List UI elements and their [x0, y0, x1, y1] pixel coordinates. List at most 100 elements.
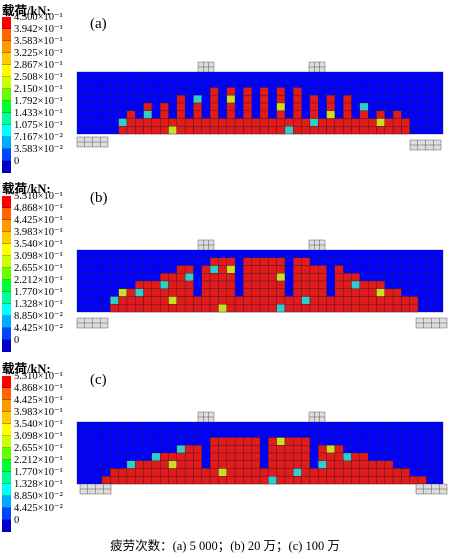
- damaged-element: [251, 476, 261, 485]
- damaged-element: [110, 468, 119, 477]
- damaged-element: [251, 452, 261, 461]
- legend-swatch: [2, 520, 11, 532]
- damaged-element: [367, 476, 377, 485]
- damaged-element: [218, 265, 227, 274]
- damaged-element: [384, 304, 394, 313]
- damaged-element: [243, 445, 252, 454]
- damaged-element: [359, 110, 369, 119]
- damaged-element: [193, 468, 202, 477]
- damaged-element: [151, 280, 161, 289]
- legend-colorbar: [2, 376, 11, 532]
- damaged-element: [359, 118, 369, 127]
- damaged-element: [284, 468, 294, 477]
- damaged-element: [351, 273, 360, 282]
- damaged-element: [301, 273, 311, 282]
- damaged-element: [268, 304, 277, 313]
- damaged-element: [301, 126, 311, 135]
- legend-swatch: [2, 508, 11, 520]
- legend-level-label: 4.425×10⁻¹: [14, 395, 63, 406]
- damaged-element: [268, 280, 277, 289]
- damaged-element: [309, 296, 319, 305]
- damaged-element: [209, 87, 219, 96]
- damaged-element: [343, 304, 352, 313]
- damaged-element: [326, 476, 336, 485]
- damaged-element: [135, 118, 144, 127]
- damaged-element: [243, 452, 252, 461]
- damaged-element: [143, 460, 153, 469]
- damaged-element: [184, 126, 194, 135]
- damaged-element: [118, 476, 128, 485]
- damaged-element: [201, 476, 211, 485]
- damaged-element: [160, 468, 169, 477]
- damaged-element: [143, 304, 153, 313]
- damaged-element: [334, 476, 344, 485]
- damaged-element: [309, 273, 319, 282]
- damaged-element: [160, 102, 169, 111]
- legend-swatch: [2, 208, 11, 220]
- legend-swatch: [2, 316, 11, 328]
- damaged-element: [301, 118, 311, 127]
- damaged-element: [176, 452, 186, 461]
- damaged-element: [276, 437, 286, 446]
- damaged-element: [284, 476, 294, 485]
- legend-swatch: [2, 268, 11, 280]
- damaged-element: [218, 304, 227, 313]
- legend-level-label: 0: [14, 335, 20, 346]
- support-right: [415, 317, 448, 329]
- damaged-element: [251, 288, 261, 297]
- damaged-element: [334, 288, 344, 297]
- damaged-element: [276, 273, 286, 282]
- damaged-element: [392, 468, 402, 477]
- damaged-element: [376, 118, 385, 127]
- damaged-element: [384, 118, 394, 127]
- legend-level-label: 4.868×10⁻¹: [14, 383, 63, 394]
- damaged-element: [293, 468, 302, 477]
- damaged-element: [293, 95, 302, 104]
- damaged-element: [251, 460, 261, 469]
- damaged-element: [226, 296, 236, 305]
- damaged-element: [259, 126, 269, 135]
- damaged-element: [259, 102, 269, 111]
- damaged-element: [301, 265, 311, 274]
- damaged-element: [318, 296, 327, 305]
- damaged-element: [351, 452, 360, 461]
- damaged-element: [151, 118, 161, 127]
- legend-swatch: [2, 376, 11, 388]
- damaged-element: [376, 468, 385, 477]
- damaged-element: [151, 296, 161, 305]
- damaged-element: [326, 296, 336, 305]
- damaged-element: [151, 304, 161, 313]
- damaged-element: [160, 288, 169, 297]
- legend-swatch: [2, 53, 11, 65]
- beam-mesh: [76, 61, 444, 151]
- legend-level-label: 4.868×10⁻¹: [14, 203, 63, 214]
- damaged-element: [326, 304, 336, 313]
- damaged-element: [118, 296, 128, 305]
- damaged-element: [293, 273, 302, 282]
- damaged-element: [251, 273, 261, 282]
- damaged-element: [218, 296, 227, 305]
- damaged-element: [276, 95, 286, 104]
- damaged-element: [184, 304, 194, 313]
- damaged-element: [201, 118, 211, 127]
- damaged-element: [401, 118, 410, 127]
- damaged-element: [226, 265, 236, 274]
- legend-level-label: 2.150×10⁻¹: [14, 84, 63, 95]
- damaged-element: [367, 296, 377, 305]
- damaged-element: [301, 460, 311, 469]
- legend-level-label: 1.075×10⁻¹: [14, 120, 63, 131]
- legend-colorbar: [2, 17, 11, 173]
- damaged-element: [259, 304, 269, 313]
- damaged-element: [168, 304, 177, 313]
- damaged-element: [293, 460, 302, 469]
- damaged-element: [309, 265, 319, 274]
- damaged-element: [201, 126, 211, 135]
- legend-swatch: [2, 388, 11, 400]
- damaged-element: [209, 118, 219, 127]
- legend-swatch: [2, 29, 11, 41]
- damaged-element: [218, 126, 227, 135]
- damaged-element: [168, 126, 177, 135]
- support-right: [415, 483, 448, 495]
- damaged-element: [118, 288, 128, 297]
- damaged-element: [284, 437, 294, 446]
